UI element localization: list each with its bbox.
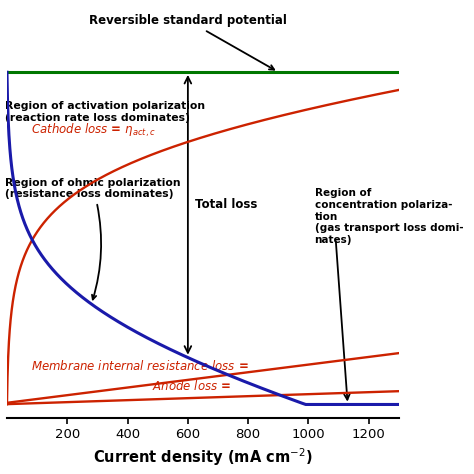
- X-axis label: Current density (mA cm$^{-2}$): Current density (mA cm$^{-2}$): [93, 447, 313, 468]
- Text: Region of activation polarization
(reaction rate loss dominates): Region of activation polarization (react…: [6, 101, 206, 123]
- Text: Region of ohmic polarization
(resistance loss dominates): Region of ohmic polarization (resistance…: [6, 178, 181, 300]
- Text: Reversible standard potential: Reversible standard potential: [89, 14, 287, 70]
- Text: $\it{Anode\ loss}$ =: $\it{Anode\ loss}$ =: [152, 379, 231, 392]
- Text: Total loss: Total loss: [195, 198, 258, 211]
- Text: $\it{Membrane\ internal\ resistance\ loss}$ =: $\it{Membrane\ internal\ resistance\ los…: [31, 359, 249, 373]
- Text: Region of
concentration polariza-
tion
(gas transport loss domi-
nates): Region of concentration polariza- tion (…: [315, 188, 463, 245]
- Text: $\it{Cathode\ loss}$ = $\it{\eta_{act,c}}$: $\it{Cathode\ loss}$ = $\it{\eta_{act,c}…: [31, 122, 156, 139]
